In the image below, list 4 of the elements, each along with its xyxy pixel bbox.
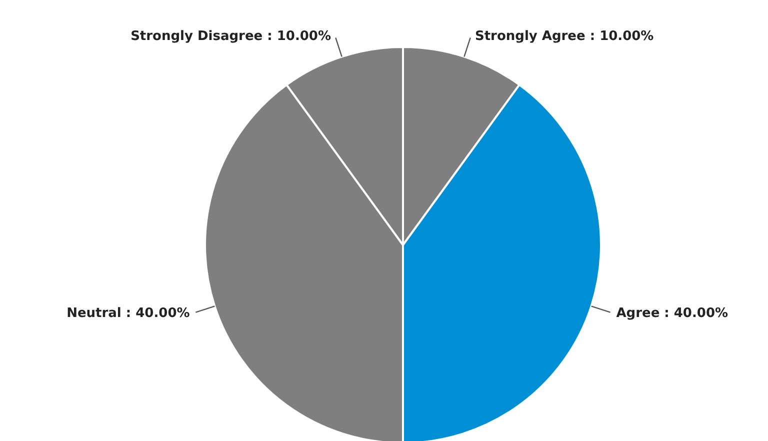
slice-label: Neutral : 40.00%: [66, 306, 190, 321]
slice-label: Strongly Agree : 10.00%: [474, 28, 654, 44]
slice-label: Agree : 40.00%: [616, 306, 728, 321]
slice-label: Strongly Disagree : 10.00%: [130, 28, 332, 44]
